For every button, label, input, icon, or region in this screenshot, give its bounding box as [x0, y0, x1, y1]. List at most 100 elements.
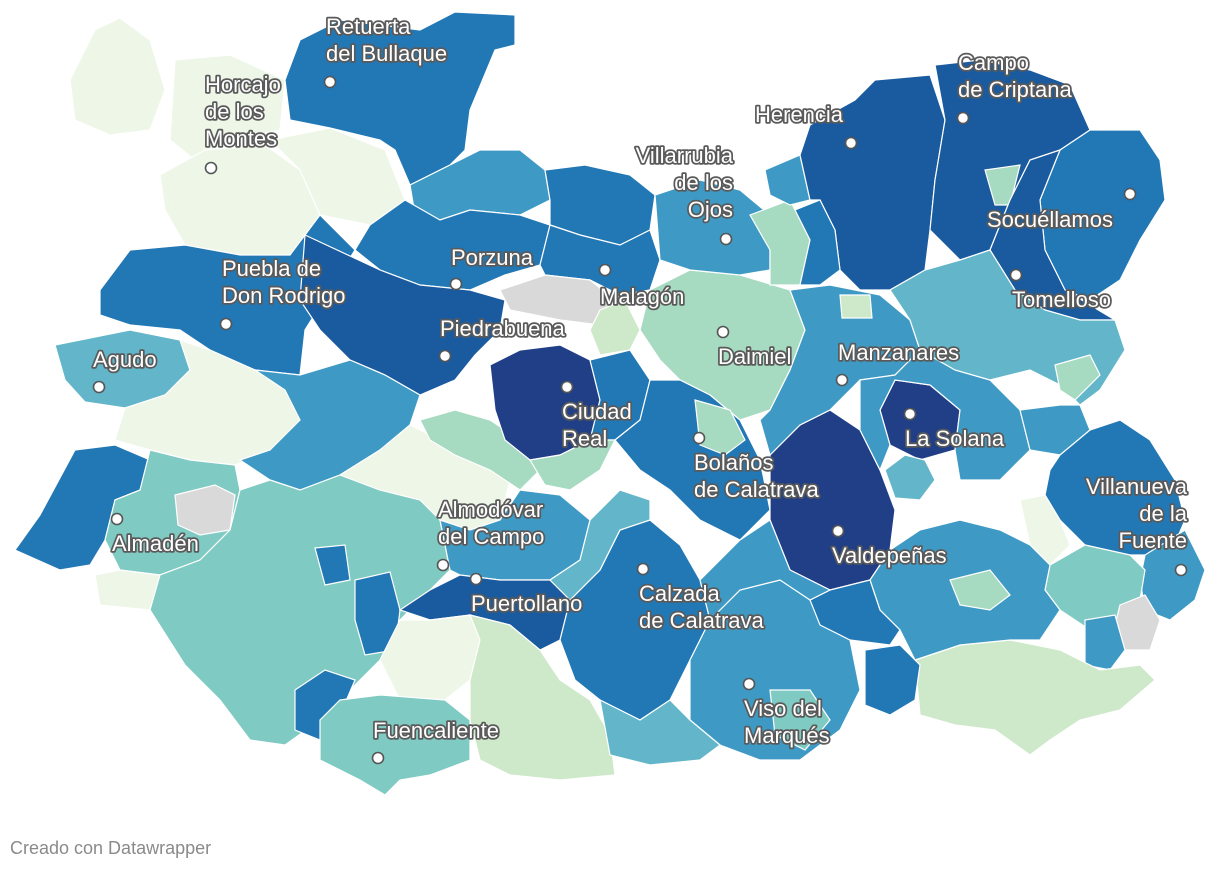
city-label-line: Piedrabuena [440, 316, 566, 341]
city-marker-almaden: Almadén [110, 512, 201, 558]
city-dot-retuerta [323, 75, 337, 89]
city-label-line: del Bullaque [326, 41, 447, 66]
region-southeast-light [914, 639, 1156, 756]
city-dot-la-solana [903, 407, 917, 421]
region-central-mid-green [529, 439, 616, 491]
city-label-herencia: Herencia [755, 102, 844, 127]
city-marker-daimiel: Daimiel [716, 325, 793, 371]
city-marker-campo-criptana: Campo de Criptana [956, 48, 1074, 125]
city-dot-almodovar [436, 558, 450, 572]
city-dot-piedrabuena [438, 349, 452, 363]
city-label-line: Campo [958, 50, 1029, 75]
city-label-line: Montes [205, 126, 277, 151]
city-marker-almodovar: Almodóvar del Campo [436, 495, 546, 572]
region-south-east-green2 [949, 569, 1011, 611]
city-label-line: Porzuna [451, 245, 534, 270]
city-marker-piedrabuena: Piedrabuena [438, 314, 567, 363]
city-label-almodovar: Almodóvar del Campo [438, 497, 544, 549]
city-marker-calzada: Calzada de Calatrava [636, 562, 766, 635]
region-northwest-light [69, 17, 166, 136]
city-label-villarrubia: Villarrubia de los Ojos [636, 143, 734, 222]
city-label-bolanos: Bolaños de Calatrava [694, 450, 820, 502]
city-dot-villarrubia [719, 232, 733, 246]
city-label-piedrabuena: Piedrabuena [440, 316, 566, 341]
city-label-line: Fuente [1119, 528, 1188, 553]
city-label-line: Tomelloso [1012, 287, 1111, 312]
city-dot-fuencaliente [371, 751, 385, 765]
city-label-line: Manzanares [838, 340, 959, 365]
city-label-line: Socuéllamos [987, 207, 1113, 232]
city-dot-horcajo [204, 161, 218, 175]
region-herencia-west [764, 154, 811, 206]
city-label-line: Ojos [688, 197, 733, 222]
region-herencia-blue [794, 199, 841, 286]
city-label-line: Horcajo [205, 72, 281, 97]
region-retuerta [284, 11, 516, 186]
region-solana-circle [884, 454, 936, 501]
city-dot-socuellamos [1123, 187, 1137, 201]
city-label-agudo: Agudo [93, 347, 157, 372]
city-dot-malagon [598, 263, 612, 277]
region-nodata-west [174, 484, 236, 536]
datawrapper-credit[interactable]: Creado con Datawrapper [10, 838, 212, 858]
city-label-line: Retuerta [326, 14, 411, 39]
city-marker-horcajo: Horcajo de los Montes [203, 70, 283, 175]
city-label-line: Daimiel [718, 344, 791, 369]
city-label-line: Viso del [744, 696, 822, 721]
city-marker-villanueva: Villanueva de la Fuente [1084, 472, 1190, 577]
city-label-malagon: Malagón [600, 284, 684, 309]
city-label-line: Agudo [93, 347, 157, 372]
city-label-line: de Calatrava [639, 608, 765, 633]
city-marker-ciudad-real: Ciudad Real [560, 380, 633, 453]
city-label-line: Fuencaliente [373, 718, 499, 743]
city-dot-campo-criptana [956, 111, 970, 125]
city-marker-fuencaliente: Fuencaliente [371, 716, 501, 765]
city-label-line: de los [674, 170, 733, 195]
city-label-line: Almadén [112, 531, 199, 556]
city-dot-puertollano [469, 572, 483, 586]
city-dot-daimiel [716, 325, 730, 339]
city-marker-retuerta: Retuerta del Bullaque [323, 12, 449, 89]
region-southeast-blue [1084, 614, 1126, 671]
city-label-line: del Campo [438, 524, 544, 549]
city-label-manzanares: Manzanares [838, 340, 959, 365]
region-south-center-mid [699, 519, 832, 622]
city-marker-malagon: Malagón [598, 263, 686, 311]
city-label-valdepenas: Valdepeñas [832, 543, 947, 568]
municipality-regions [14, 11, 1206, 796]
region-south-green-big [469, 614, 616, 781]
region-central-light-green [589, 299, 641, 356]
region-east-light [839, 294, 873, 319]
city-marker-bolanos: Bolaños de Calatrava [692, 431, 821, 504]
city-marker-socuellamos: Socuéllamos [985, 187, 1137, 234]
region-central-light [338, 424, 511, 531]
region-manzanares [759, 284, 921, 457]
city-label-line: La Solana [905, 426, 1005, 451]
city-dot-viso [742, 677, 756, 691]
region-piedrabuena [299, 234, 506, 396]
city-label-line: Villanueva [1086, 474, 1188, 499]
city-dot-almaden [110, 512, 124, 526]
region-southwest-blue-a [314, 544, 351, 586]
city-dot-calzada [636, 562, 650, 576]
city-marker-viso: Viso del Marqués [742, 677, 831, 750]
city-label-line: Valdepeñas [832, 543, 947, 568]
city-label-puebla: Puebla de Don Rodrigo [222, 256, 346, 308]
city-label-calzada: Calzada de Calatrava [639, 581, 765, 633]
city-label-campo-criptana: Campo de Criptana [958, 50, 1073, 102]
city-dot-ciudad-real [560, 380, 574, 394]
city-dot-herencia [844, 136, 858, 150]
city-label-line: Puertollano [471, 591, 582, 616]
city-label-daimiel: Daimiel [718, 344, 791, 369]
city-dot-puebla [219, 317, 233, 331]
city-dot-tomelloso [1009, 268, 1023, 282]
city-label-viso: Viso del Marqués [744, 696, 830, 748]
city-label-line: Marqués [744, 723, 830, 748]
city-marker-puebla: Puebla de Don Rodrigo [219, 254, 347, 331]
region-fuencaliente [319, 694, 471, 796]
city-marker-porzuna: Porzuna [449, 243, 535, 291]
city-label-line: de Calatrava [694, 477, 820, 502]
region-south-blue-small [864, 644, 921, 716]
